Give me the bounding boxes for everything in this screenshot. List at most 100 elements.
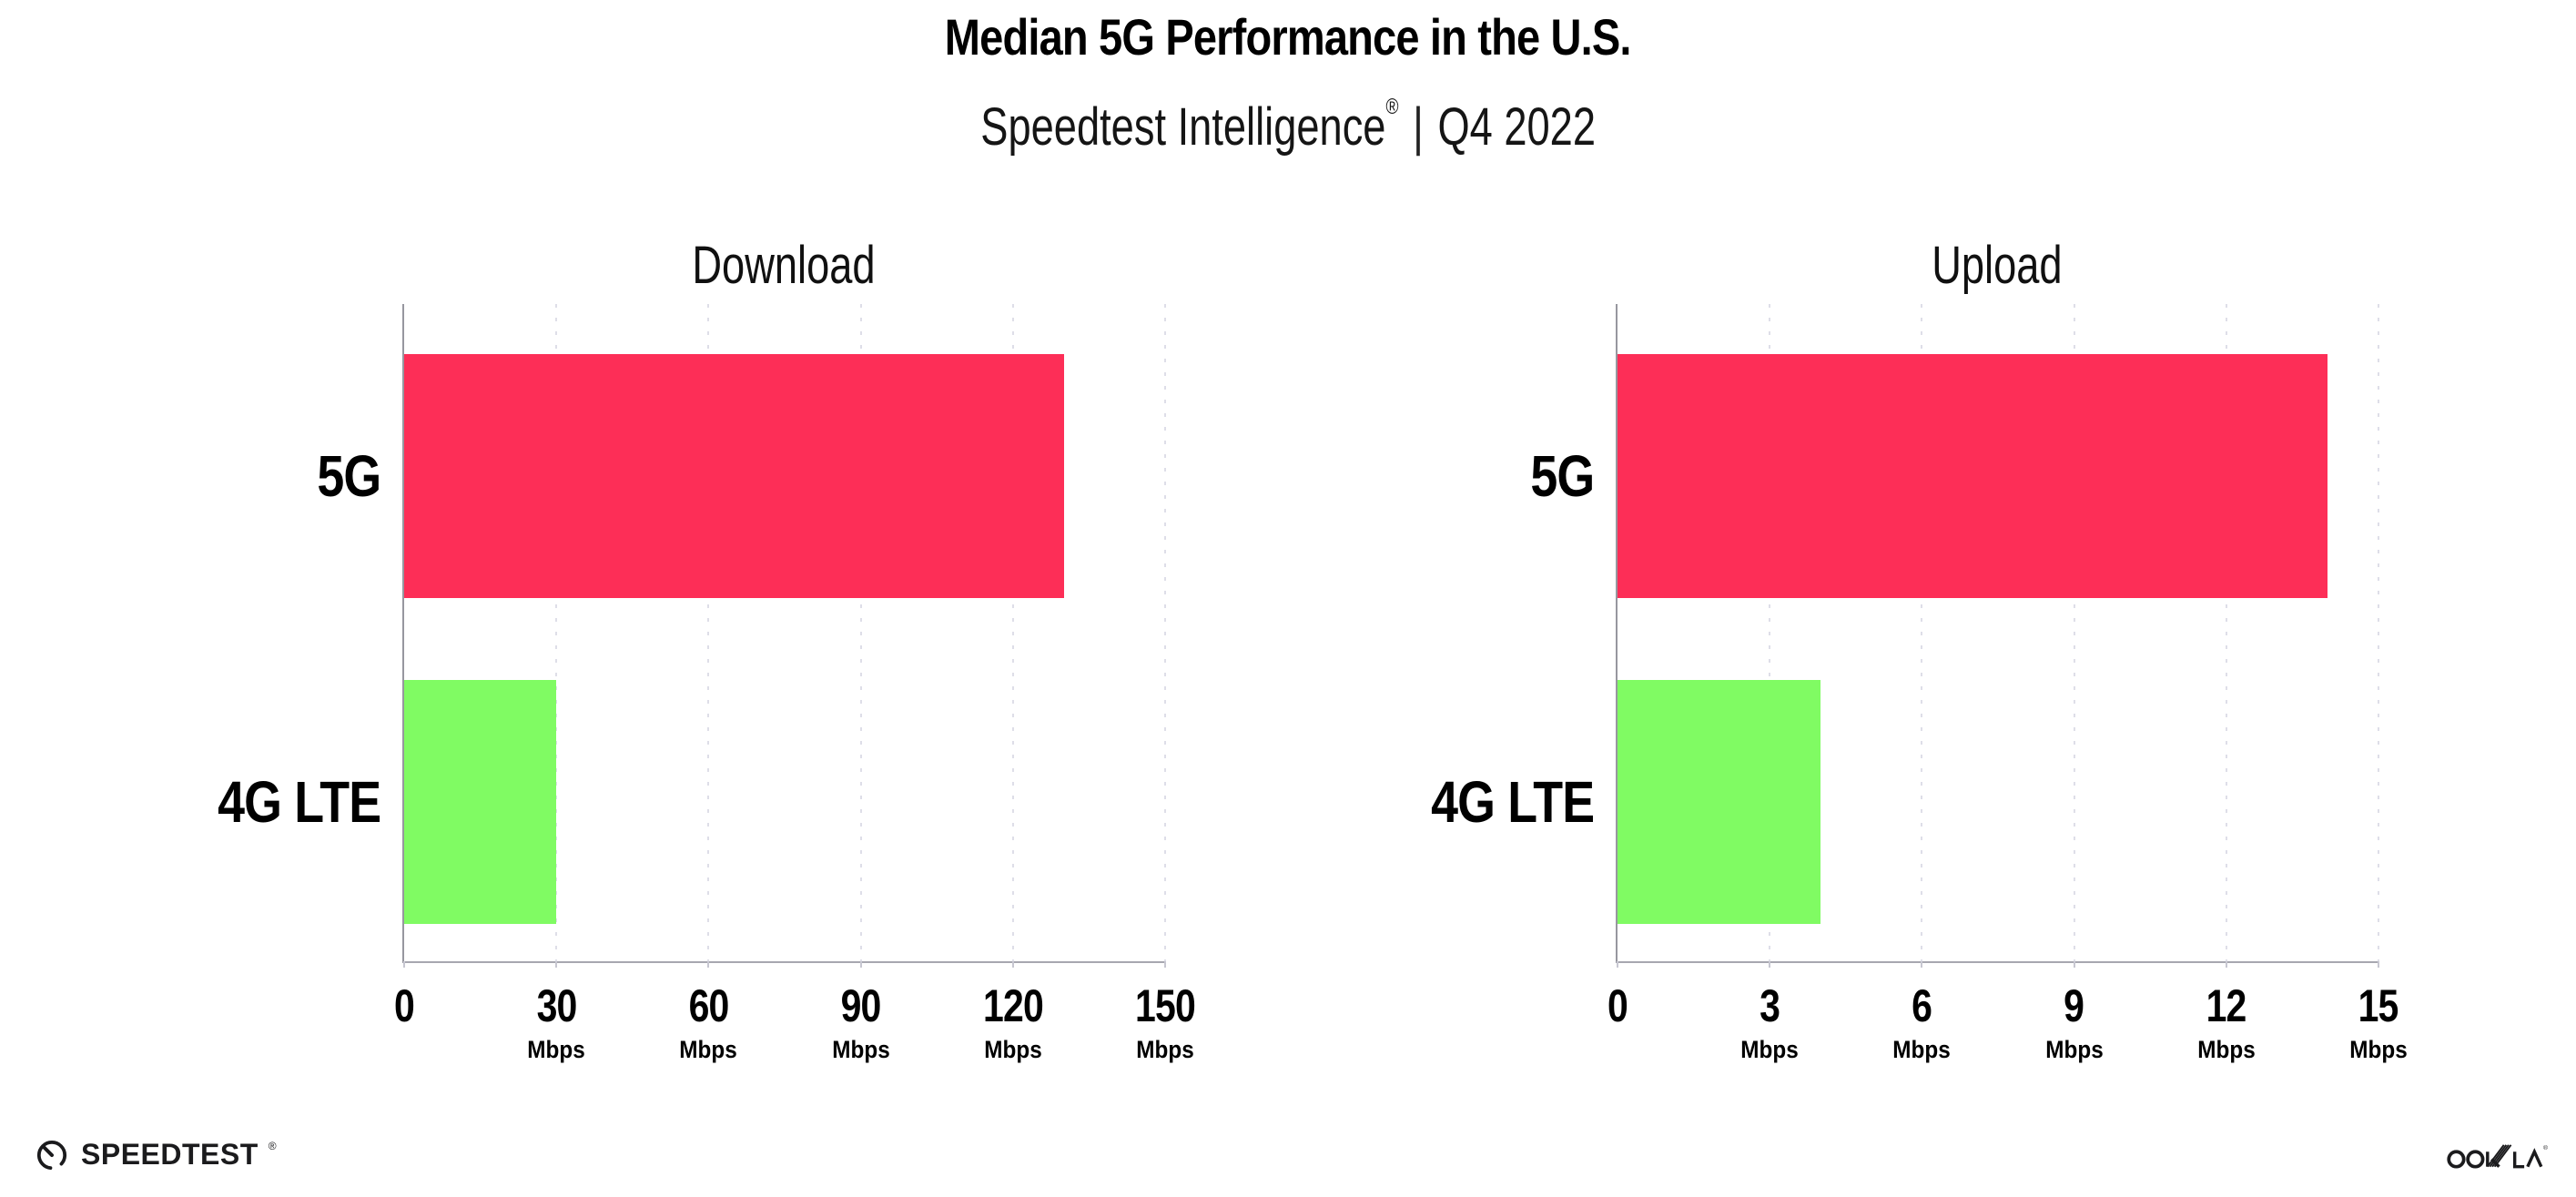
ookla-registered-icon: ® (2543, 1144, 2548, 1151)
upload-tick-unit-text: Mbps (2044, 1036, 2104, 1063)
download-tick-number: 0 (392, 979, 417, 1032)
download-tick-number: 30 (524, 979, 589, 1032)
upload-tick-value: 6 (1912, 980, 1932, 1031)
upload-chart: Upload 0 3 Mbps 6 Mbps 9 Mbps 12 Mbps 15 Mbps 5G 4G … (1431, 235, 2408, 1063)
upload-axis-tick-15 (2378, 961, 2379, 968)
upload-category-label-text-4g-lte: 4G LTE (1430, 769, 1595, 835)
upload-chart-title: Upload (1616, 235, 2378, 304)
upload-bar-5g (1618, 354, 2328, 598)
download-tick-unit-text: Mbps (679, 1036, 738, 1063)
download-category-label-text-5g: 5G (316, 443, 381, 509)
upload-tick-unit-text: Mbps (1892, 1036, 1952, 1063)
download-tick-value: 0 (394, 980, 415, 1031)
download-axis-tick-60 (707, 961, 710, 968)
upload-tick-number: 15 (2347, 979, 2411, 1032)
upload-plot-area: 0 3 Mbps 6 Mbps 9 Mbps 12 Mbps 15 Mbps 5G 4G LTE (1431, 304, 2408, 1063)
upload-tick-unit: Mbps (2195, 1036, 2259, 1064)
download-chart-title-text: Download (692, 236, 876, 295)
download-tick-unit-text: Mbps (1136, 1036, 1194, 1063)
speedtest-logo-text: SPEEDTEST (81, 1137, 259, 1171)
upload-axis-tick-6 (1921, 961, 1923, 968)
download-tick-unit: Mbps (1129, 1036, 1202, 1064)
upload-axis-tick-0 (1617, 961, 1618, 968)
download-tick-unit: Mbps (977, 1036, 1050, 1064)
download-tick-label-90: 90 Mbps (828, 979, 893, 1064)
download-tick-unit: Mbps (828, 1036, 893, 1064)
ookla-logo-icon: ® (2447, 1144, 2548, 1169)
upload-tick-unit-text: Mbps (2349, 1036, 2408, 1063)
download-tick-label-60: 60 Mbps (676, 979, 741, 1064)
upload-tick-unit: Mbps (2042, 1036, 2106, 1064)
ookla-logo: ® (2447, 1138, 2549, 1172)
download-tick-label-120: 120 Mbps (977, 979, 1050, 1064)
page-title-text: Median 5G Performance in the U.S. (945, 8, 1632, 66)
upload-tick-label-9: 9 Mbps (2042, 979, 2106, 1064)
download-tick-number: 60 (676, 979, 741, 1032)
download-axis-tick-0 (403, 961, 405, 968)
download-tick-value: 90 (840, 980, 882, 1031)
download-gridline-120 (1011, 304, 1014, 961)
upload-tick-label-12: 12 Mbps (2195, 979, 2259, 1064)
download-axis-tick-30 (555, 961, 558, 968)
subtitle-separator: | (1412, 97, 1424, 157)
upload-tick-unit: Mbps (2347, 1036, 2411, 1064)
download-tick-value: 120 (982, 980, 1044, 1031)
upload-tick-value: 0 (1607, 980, 1628, 1031)
upload-gridline-3 (1769, 304, 1771, 961)
page-title: Median 5G Performance in the U.S. (0, 7, 2576, 66)
download-axis-tick-90 (859, 961, 862, 968)
upload-tick-label-3: 3 Mbps (1738, 979, 1802, 1064)
upload-tick-number: 0 (1606, 979, 1630, 1032)
download-gridline-150 (1164, 304, 1166, 961)
upload-chart-title-text: Upload (1932, 236, 2063, 295)
upload-tick-unit-text: Mbps (1740, 1036, 1799, 1063)
upload-axis-tick-12 (2225, 961, 2227, 968)
download-tick-value: 150 (1135, 980, 1196, 1031)
download-tick-label-30: 30 Mbps (524, 979, 589, 1064)
upload-tick-unit-text: Mbps (2197, 1036, 2256, 1063)
download-tick-unit-text: Mbps (527, 1036, 585, 1063)
upload-tick-label-15: 15 Mbps (2347, 979, 2411, 1064)
upload-tick-label-6: 6 Mbps (1890, 979, 1954, 1064)
upload-category-label-text-5g: 5G (1529, 443, 1595, 509)
upload-tick-unit: Mbps (1738, 1036, 1802, 1064)
download-tick-label-0: 0 (392, 979, 417, 1032)
upload-category-label-5g: 5G (1266, 354, 1595, 598)
upload-tick-number: 6 (1890, 979, 1954, 1032)
download-tick-value: 30 (536, 980, 577, 1031)
download-chart-title: Download (402, 235, 1165, 304)
download-axis-tick-150 (1164, 961, 1166, 968)
download-tick-unit: Mbps (676, 1036, 741, 1064)
speedtest-gauge-icon (36, 1140, 67, 1171)
download-axis-tick-120 (1011, 961, 1014, 968)
upload-tick-value: 3 (1760, 980, 1780, 1031)
upload-tick-number: 12 (2195, 979, 2259, 1032)
upload-tick-label-0: 0 (1606, 979, 1630, 1032)
upload-category-label-4g-lte: 4G LTE (1266, 680, 1595, 924)
download-plot-area: 0 30 Mbps 60 Mbps 90 Mbps 120 Mbps 150 Mbps 5G 4G LT… (218, 304, 1196, 1063)
download-category-label-5g: 5G (53, 354, 381, 598)
upload-tick-number: 9 (2042, 979, 2106, 1032)
upload-tick-unit: Mbps (1890, 1036, 1954, 1064)
page-subtitle-text: Speedtest Intelligence® | Q4 2022 (980, 95, 1596, 157)
speedtest-registered-icon: ® (268, 1140, 277, 1152)
download-tick-label-150: 150 Mbps (1129, 979, 1202, 1064)
download-bar-5g (404, 354, 1064, 598)
upload-axis-tick-9 (2073, 961, 2075, 968)
upload-tick-value: 9 (2064, 980, 2085, 1031)
download-gridline-90 (859, 304, 862, 961)
download-tick-number: 120 (977, 979, 1050, 1032)
upload-tick-value: 15 (2358, 980, 2399, 1031)
registered-trademark-icon: ® (1385, 95, 1399, 119)
upload-gridline-9 (2073, 304, 2075, 961)
upload-axis-tick-3 (1769, 961, 1771, 968)
download-category-label-4g-lte: 4G LTE (53, 680, 381, 924)
download-chart: Download 0 30 Mbps 60 Mbps 90 Mbps 120 Mbps 150 Mb… (218, 235, 1196, 1063)
upload-gridline-6 (1921, 304, 1923, 961)
download-category-label-text-4g-lte: 4G LTE (217, 769, 381, 835)
download-tick-number: 150 (1129, 979, 1202, 1032)
download-tick-number: 90 (828, 979, 893, 1032)
upload-tick-number: 3 (1738, 979, 1802, 1032)
upload-tick-value: 12 (2206, 980, 2247, 1031)
